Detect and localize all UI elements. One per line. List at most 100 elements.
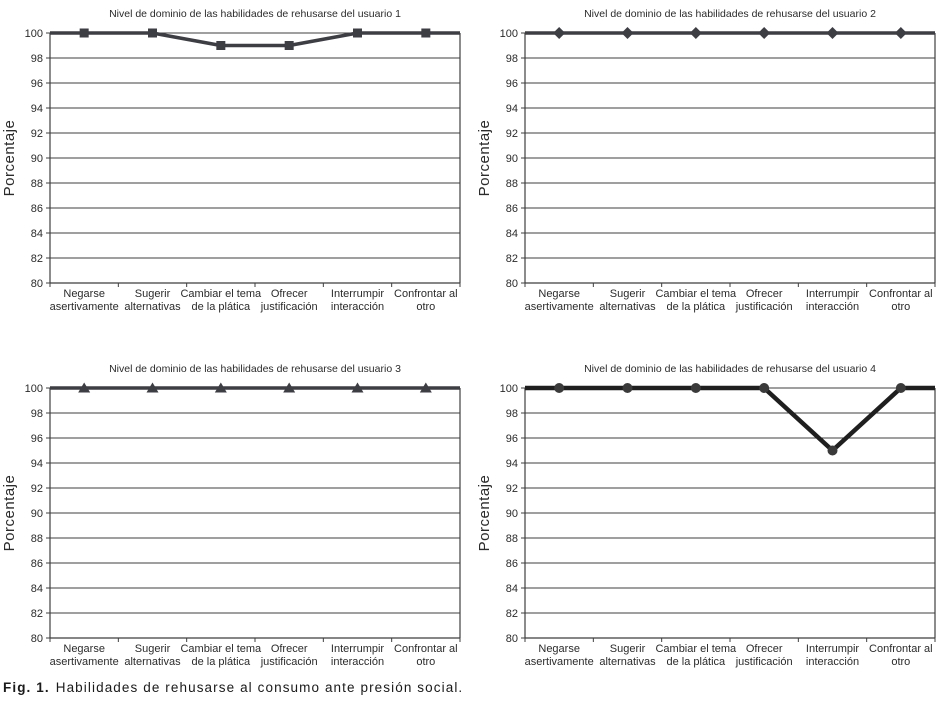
data-point-marker-diamond xyxy=(621,27,634,39)
y-axis-tick-label: 92 xyxy=(31,483,43,495)
x-axis-category-label: Ofrecer justificación xyxy=(260,643,318,668)
x-axis-category-label: Ofrecer justificación xyxy=(735,643,793,668)
line-chart-usuario-3: 80 82 84 86 88 90 92 94 96 98 100 Negarse asertivame… xyxy=(1,363,461,668)
x-axis-category-label: Interrumpir interacción xyxy=(331,643,385,668)
y-axis-tick-label: 80 xyxy=(31,633,43,645)
data-point-marker-triangle xyxy=(351,382,364,393)
data-point-marker-triangle xyxy=(78,382,91,393)
y-axis-tick-label: 94 xyxy=(31,103,43,115)
chart-usuario-3: 80 82 84 86 88 90 92 94 96 98 100 Negarse asertivame… xyxy=(0,355,475,680)
y-axis-tick-label: 86 xyxy=(506,203,518,215)
data-point-marker-triangle xyxy=(214,382,227,393)
figure-caption: Fig. 1. Habilidades de rehusarse al cons… xyxy=(0,680,950,704)
data-point-marker-diamond xyxy=(826,27,839,39)
y-axis-tick-label: 80 xyxy=(31,278,43,290)
y-axis-title: Porcentaje xyxy=(1,475,18,552)
y-axis-tick-label: 84 xyxy=(506,228,518,240)
data-point-marker-diamond xyxy=(894,27,907,39)
y-axis-tick-label: 94 xyxy=(506,103,518,115)
y-axis-tick-label: 88 xyxy=(31,178,43,190)
y-axis-tick-label: 98 xyxy=(506,53,518,65)
y-axis-tick-label: 100 xyxy=(500,28,518,40)
data-point-marker-circle xyxy=(554,383,565,393)
x-axis-category-label: Interrumpir interacción xyxy=(806,288,860,313)
x-axis-category-label: Negarse asertivamente xyxy=(50,643,119,668)
series-line xyxy=(525,385,935,453)
y-axis-tick-label: 98 xyxy=(31,408,43,420)
y-axis-title: Porcentaje xyxy=(476,475,493,552)
y-axis-title: Porcentaje xyxy=(1,120,18,197)
y-axis-tick-label: 84 xyxy=(506,583,518,595)
x-axis-category-label: Negarse asertivamente xyxy=(525,643,594,668)
y-axis-tick-label: 82 xyxy=(31,608,43,620)
data-point-marker-square xyxy=(353,28,362,38)
y-axis-tick-label: 100 xyxy=(25,28,43,40)
y-axis-tick-label: 90 xyxy=(506,508,518,520)
data-point-marker-triangle xyxy=(283,382,296,393)
chart-usuario-4: 80 82 84 86 88 90 92 94 96 98 100 Negarse asertivame… xyxy=(475,355,950,680)
data-point-marker-circle xyxy=(759,383,770,393)
data-point-marker-diamond xyxy=(689,27,702,39)
x-axis-category-label: Negarse asertivamente xyxy=(525,288,594,313)
x-axis-category-label: Sugerir alternativas xyxy=(124,643,181,668)
y-axis-tick-label: 88 xyxy=(506,178,518,190)
data-point-marker-square xyxy=(148,28,157,38)
series-line xyxy=(50,31,460,48)
y-axis-tick-label: 82 xyxy=(506,253,518,265)
y-axis-tick-label: 96 xyxy=(31,78,43,90)
y-axis-tick-label: 98 xyxy=(31,53,43,65)
y-axis-tick-label: 94 xyxy=(31,458,43,470)
y-axis-tick-label: 94 xyxy=(506,458,518,470)
data-point-marker-diamond xyxy=(758,27,771,39)
figure-caption-text: Habilidades de rehusarse al consumo ante… xyxy=(55,680,464,695)
x-axis-category-label: Confrontar al otro xyxy=(394,643,458,668)
x-axis-category-label: Interrumpir interacción xyxy=(806,643,860,668)
chart-title: Nivel de dominio de las habilidades de r… xyxy=(109,8,401,20)
y-axis-tick-label: 96 xyxy=(506,433,518,445)
y-axis-tick-label: 80 xyxy=(506,278,518,290)
x-axis-category-label: Cambiar el tema de la plática xyxy=(180,643,262,668)
data-point-marker-circle xyxy=(827,445,838,456)
data-point-marker-circle xyxy=(690,383,701,393)
y-axis-tick-label: 84 xyxy=(31,228,43,240)
y-axis-tick-label: 90 xyxy=(31,508,43,520)
data-point-marker-square xyxy=(284,41,294,50)
y-axis-tick-label: 88 xyxy=(31,533,43,545)
x-axis-category-label: Confrontar al otro xyxy=(869,643,933,668)
y-axis-title: Porcentaje xyxy=(476,120,493,197)
data-point-marker-circle xyxy=(622,383,633,393)
x-axis-category-label: Sugerir alternativas xyxy=(599,288,656,313)
y-axis-tick-label: 82 xyxy=(506,608,518,620)
x-axis-category-label: Cambiar el tema de la plática xyxy=(655,643,737,668)
x-axis-category-label: Sugerir alternativas xyxy=(124,288,181,313)
y-axis-tick-label: 92 xyxy=(31,128,43,140)
data-point-marker-diamond xyxy=(553,27,566,39)
y-axis-tick-label: 90 xyxy=(506,153,518,165)
chart-usuario-2: 80 82 84 86 88 90 92 94 96 98 100 Negarse asertivame… xyxy=(475,0,950,355)
data-point-marker-triangle xyxy=(146,382,159,393)
figure-caption-label: Fig. 1. xyxy=(3,680,50,695)
line-chart-usuario-2: 80 82 84 86 88 90 92 94 96 98 100 Negarse asertivame… xyxy=(476,8,936,313)
x-axis-category-label: Interrumpir interacción xyxy=(331,288,385,313)
x-axis-category-label: Negarse asertivamente xyxy=(50,288,119,313)
chart-title: Nivel de dominio de las habilidades de r… xyxy=(584,8,876,20)
data-point-marker-square xyxy=(216,41,226,50)
y-axis-tick-label: 100 xyxy=(500,383,518,395)
line-chart-usuario-1: 80 82 84 86 88 90 92 94 96 98 100 Negarse asertivame… xyxy=(1,8,461,313)
y-axis-tick-label: 82 xyxy=(31,253,43,265)
chart-usuario-1: 80 82 84 86 88 90 92 94 96 98 100 Negarse asertivame… xyxy=(0,0,475,355)
x-axis-category-label: Cambiar el tema de la plática xyxy=(655,288,737,313)
y-axis-tick-label: 90 xyxy=(31,153,43,165)
y-axis-tick-label: 96 xyxy=(31,433,43,445)
y-axis-tick-label: 98 xyxy=(506,408,518,420)
data-point-marker-square xyxy=(421,28,431,38)
chart-title: Nivel de dominio de las habilidades de r… xyxy=(584,363,876,375)
figure-panel: 80 82 84 86 88 90 92 94 96 98 100 Negarse asertivame… xyxy=(0,0,950,680)
x-axis-category-label: Confrontar al otro xyxy=(869,288,933,313)
x-axis-category-label: Sugerir alternativas xyxy=(599,643,656,668)
y-axis-tick-label: 80 xyxy=(506,633,518,645)
y-axis-tick-label: 86 xyxy=(31,203,43,215)
chart-title: Nivel de dominio de las habilidades de r… xyxy=(109,363,401,375)
data-point-marker-square xyxy=(79,28,89,38)
y-axis-tick-label: 100 xyxy=(25,383,43,395)
